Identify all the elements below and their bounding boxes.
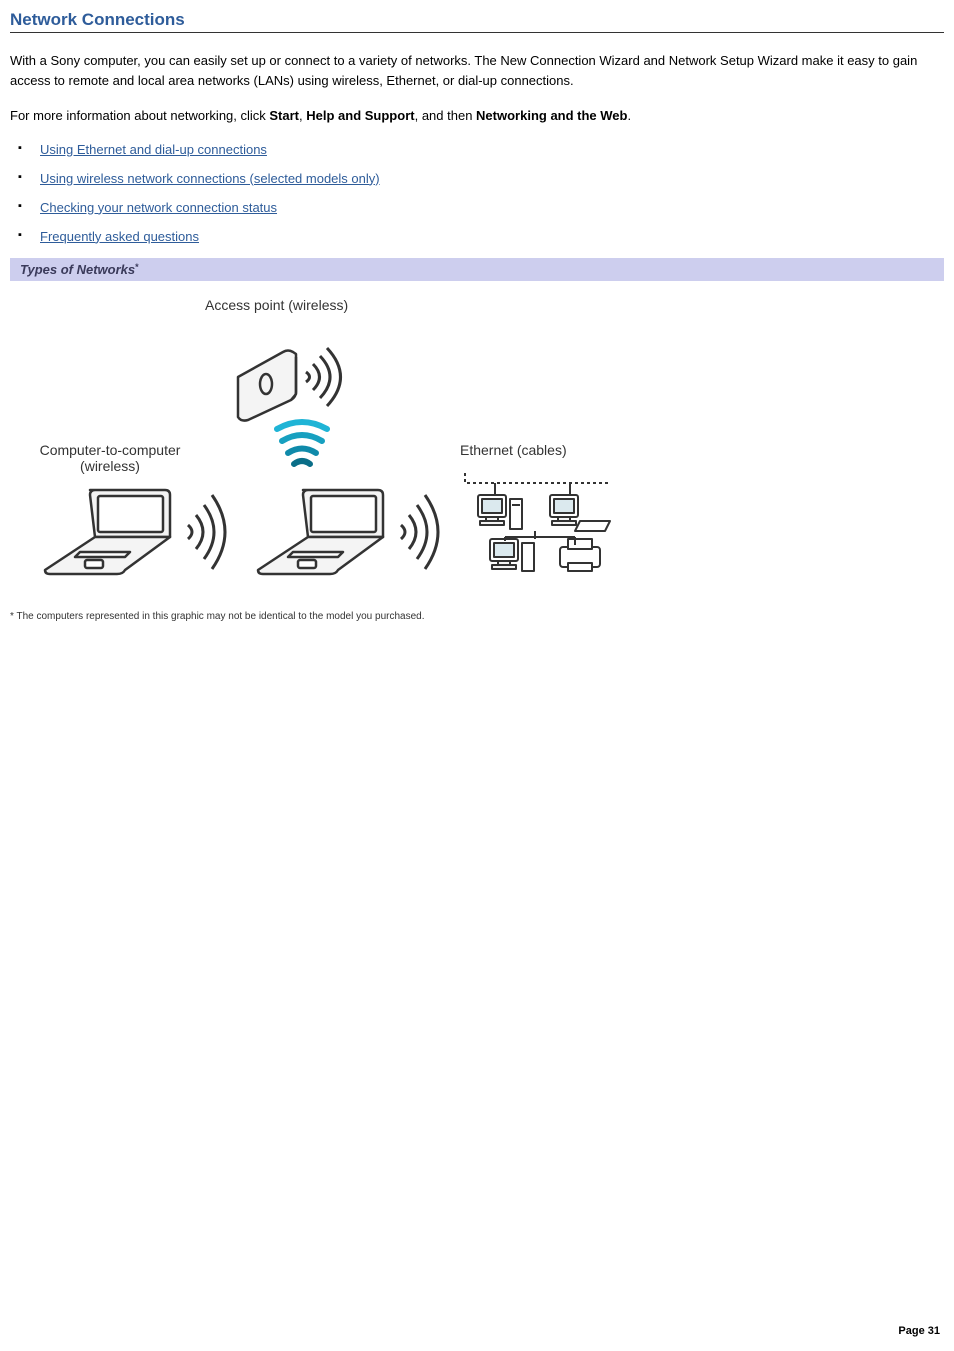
more-info-step1: Start (269, 108, 299, 123)
section-asterisk: * (135, 262, 139, 272)
label-c2c-line2: (wireless) (80, 458, 140, 474)
more-info-paragraph: For more information about networking, c… (10, 106, 944, 126)
more-info-step2: Help and Support (306, 108, 414, 123)
more-info-prefix: For more information about networking, c… (10, 108, 269, 123)
link-status[interactable]: Checking your network connection status (40, 200, 277, 215)
wifi-arcs-left-icon (180, 487, 250, 577)
footnote: * The computers represented in this grap… (10, 611, 944, 622)
network-types-diagram: Access point (wireless) Computer-to-comp… (10, 287, 630, 597)
list-item: Using wireless network connections (sele… (16, 171, 944, 186)
wifi-arcs-center-icon (393, 487, 463, 577)
page-title: Network Connections (10, 10, 944, 33)
link-list: Using Ethernet and dial-up connections U… (10, 142, 944, 244)
more-info-sep2: , and then (415, 108, 476, 123)
more-info-step3: Networking and the Web (476, 108, 627, 123)
label-c2c: Computer-to-computer (wireless) (20, 442, 200, 476)
section-label: Types of Networks (20, 262, 135, 277)
page-number: Page 31 (898, 1325, 940, 1337)
laptop-left-icon (35, 482, 185, 582)
list-item: Frequently asked questions (16, 229, 944, 244)
label-access-point: Access point (wireless) (205, 297, 348, 314)
link-ethernet-dialup[interactable]: Using Ethernet and dial-up connections (40, 142, 267, 157)
list-item: Using Ethernet and dial-up connections (16, 142, 944, 157)
label-ethernet: Ethernet (cables) (460, 442, 567, 459)
section-header: Types of Networks* (10, 258, 944, 281)
list-item: Checking your network connection status (16, 200, 944, 215)
label-c2c-line1: Computer-to-computer (40, 442, 181, 458)
wifi-fan-icon (262, 417, 342, 472)
access-point-icon (228, 322, 348, 422)
more-info-end: . (627, 108, 631, 123)
link-wireless[interactable]: Using wireless network connections (sele… (40, 171, 380, 186)
intro-paragraph: With a Sony computer, you can easily set… (10, 51, 944, 90)
ethernet-cluster-icon (460, 465, 630, 585)
link-faq[interactable]: Frequently asked questions (40, 229, 199, 244)
laptop-center-icon (248, 482, 398, 582)
